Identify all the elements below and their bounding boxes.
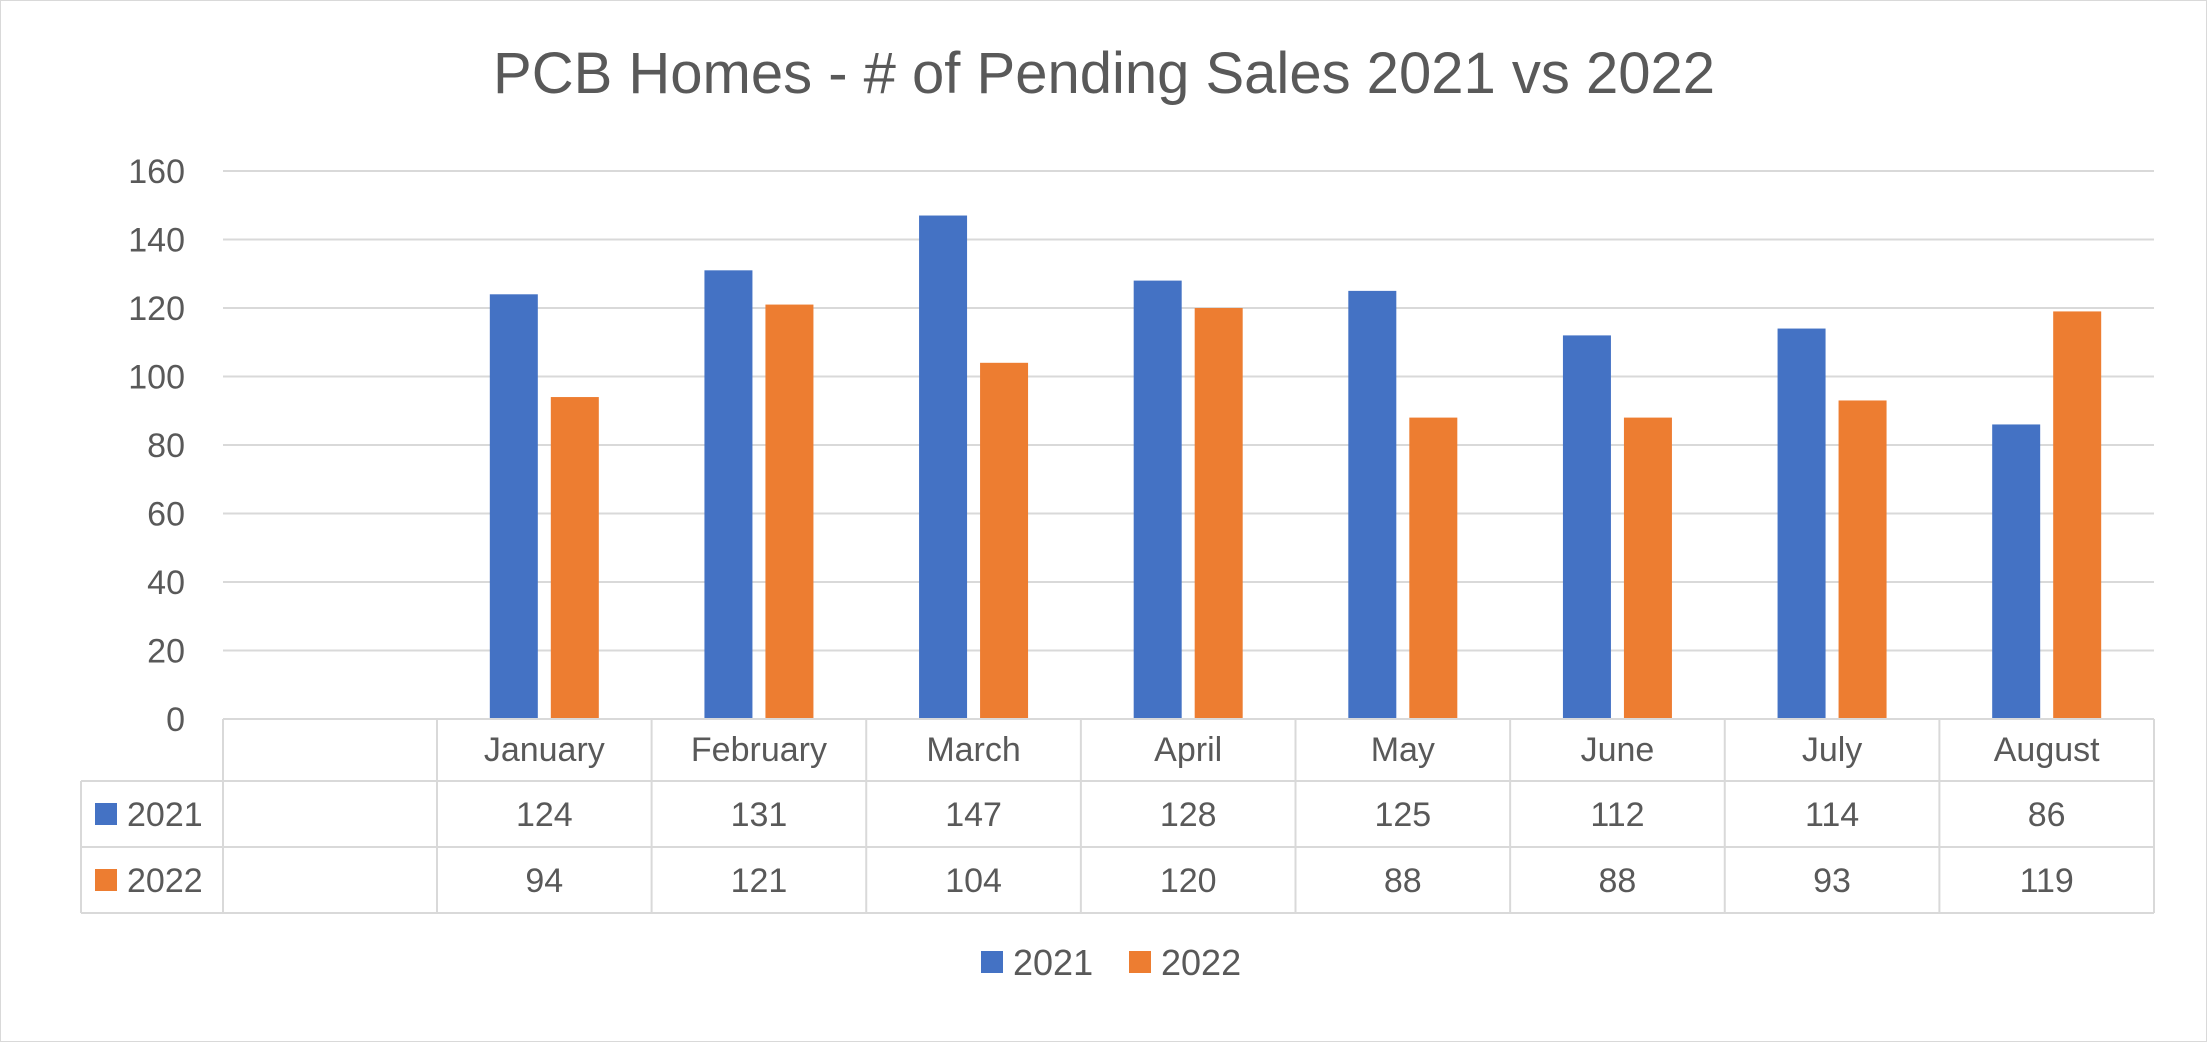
bar-2021-january [489, 294, 538, 719]
legend-label: 2022 [1161, 942, 1241, 983]
bar-2021-march [919, 215, 968, 719]
bars [489, 215, 2102, 719]
data-table: January February March April May June July Augu… [80, 718, 2155, 914]
data-value: 119 [2020, 862, 2074, 900]
bar-2021-february [704, 270, 753, 719]
data-value: 94 [525, 862, 563, 900]
data-value: 128 [1160, 796, 1217, 834]
gridlines [223, 170, 2154, 652]
y-axis-ticks: 0 20 40 60 80 100 120 140 160 [128, 153, 185, 739]
y-tick-label: 140 [128, 222, 185, 260]
data-value: 124 [516, 796, 573, 834]
bar-2022-may [1409, 417, 1458, 719]
y-tick-label: 100 [128, 359, 185, 397]
bar-2021-may [1348, 290, 1397, 719]
category-label: July [1802, 731, 1862, 769]
data-value: 88 [1384, 862, 1422, 900]
data-value: 104 [945, 862, 1002, 900]
bar-2022-february [765, 304, 814, 719]
legend-swatch-2022 [1129, 951, 1151, 973]
bar-2021-july [1777, 328, 1826, 719]
bar-2022-january [550, 397, 599, 719]
series-key-2022 [95, 869, 117, 891]
category-label: April [1154, 731, 1222, 769]
y-tick-label: 20 [147, 633, 185, 671]
series-label: 2022 [127, 862, 203, 900]
category-label: January [484, 731, 605, 769]
y-tick-label: 120 [128, 290, 185, 328]
bar-2022-june [1623, 417, 1672, 719]
data-value: 125 [1374, 796, 1431, 834]
data-value: 121 [731, 862, 788, 900]
data-value: 120 [1160, 862, 1217, 900]
data-value: 147 [945, 796, 1002, 834]
category-label: February [691, 731, 827, 769]
data-value: 93 [1813, 862, 1851, 900]
category-label: June [1581, 731, 1655, 769]
data-value: 131 [731, 796, 788, 834]
y-tick-label: 40 [147, 564, 185, 602]
bar-2021-august [1992, 424, 2041, 719]
bar-2022-april [1194, 308, 1243, 719]
y-tick-label: 0 [166, 701, 185, 739]
legend-swatch-2021 [981, 951, 1003, 973]
category-label: August [1994, 731, 2100, 769]
bar-2022-march [980, 362, 1029, 719]
series-label: 2021 [127, 796, 203, 834]
bar-2022-july [1838, 400, 1887, 719]
category-label: May [1371, 731, 1435, 769]
bar-2021-june [1562, 335, 1611, 719]
data-value: 88 [1599, 862, 1637, 900]
legend: 2021 2022 [981, 942, 1241, 983]
y-tick-label: 60 [147, 496, 185, 534]
data-value: 86 [2028, 796, 2066, 834]
data-value: 112 [1590, 796, 1644, 834]
legend-label: 2021 [1013, 942, 1093, 983]
series-key-2021 [95, 803, 117, 825]
y-tick-label: 80 [147, 427, 185, 465]
chart-title: PCB Homes - # of Pending Sales 2021 vs 2… [493, 41, 1715, 106]
bar-2021-april [1133, 280, 1182, 719]
y-tick-label: 160 [128, 153, 185, 191]
category-label: March [926, 731, 1020, 769]
data-value: 114 [1805, 796, 1859, 834]
bar-2022-august [2053, 311, 2102, 719]
